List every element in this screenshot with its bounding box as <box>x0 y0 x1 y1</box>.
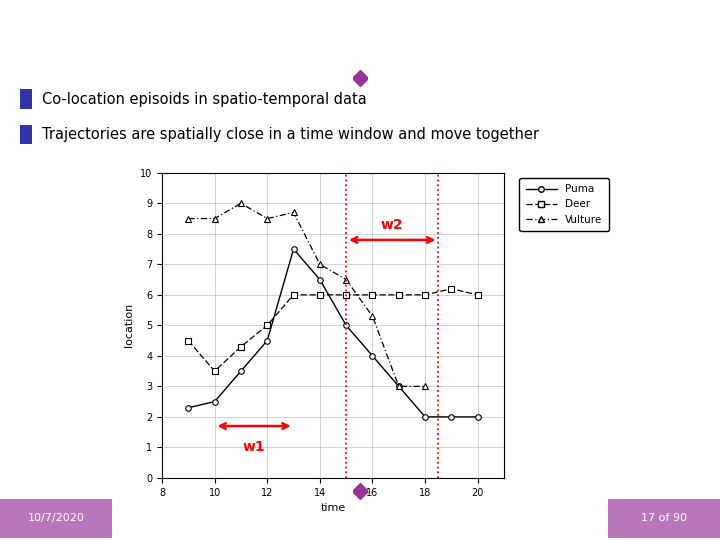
Text: 10/7/2020: 10/7/2020 <box>28 514 84 523</box>
Text: (Cao 2006): (Cao 2006) <box>343 29 452 46</box>
Bar <box>20 125 32 144</box>
Text: 17 of 90: 17 of 90 <box>641 514 687 523</box>
Y-axis label: location: location <box>125 303 135 347</box>
Bar <box>20 90 32 109</box>
Text: Trajectories are spatially close in a time window and move together: Trajectories are spatially close in a ti… <box>42 127 539 142</box>
Text: Co-Location Patterns: Co-Location Patterns <box>16 24 312 49</box>
Legend: Puma, Deer, Vulture: Puma, Deer, Vulture <box>519 178 609 231</box>
Text: w2: w2 <box>381 218 403 232</box>
Text: w1: w1 <box>243 440 266 454</box>
FancyBboxPatch shape <box>608 499 720 538</box>
Text: Co-location episoids in spatio-temporal data: Co-location episoids in spatio-temporal … <box>42 92 366 107</box>
X-axis label: time: time <box>320 503 346 513</box>
FancyBboxPatch shape <box>0 499 112 538</box>
Text: Tutorial on Spatial and Spatio-Temporal Data Mining (ICDM 2010): Tutorial on Spatial and Spatio-Temporal … <box>179 514 541 523</box>
